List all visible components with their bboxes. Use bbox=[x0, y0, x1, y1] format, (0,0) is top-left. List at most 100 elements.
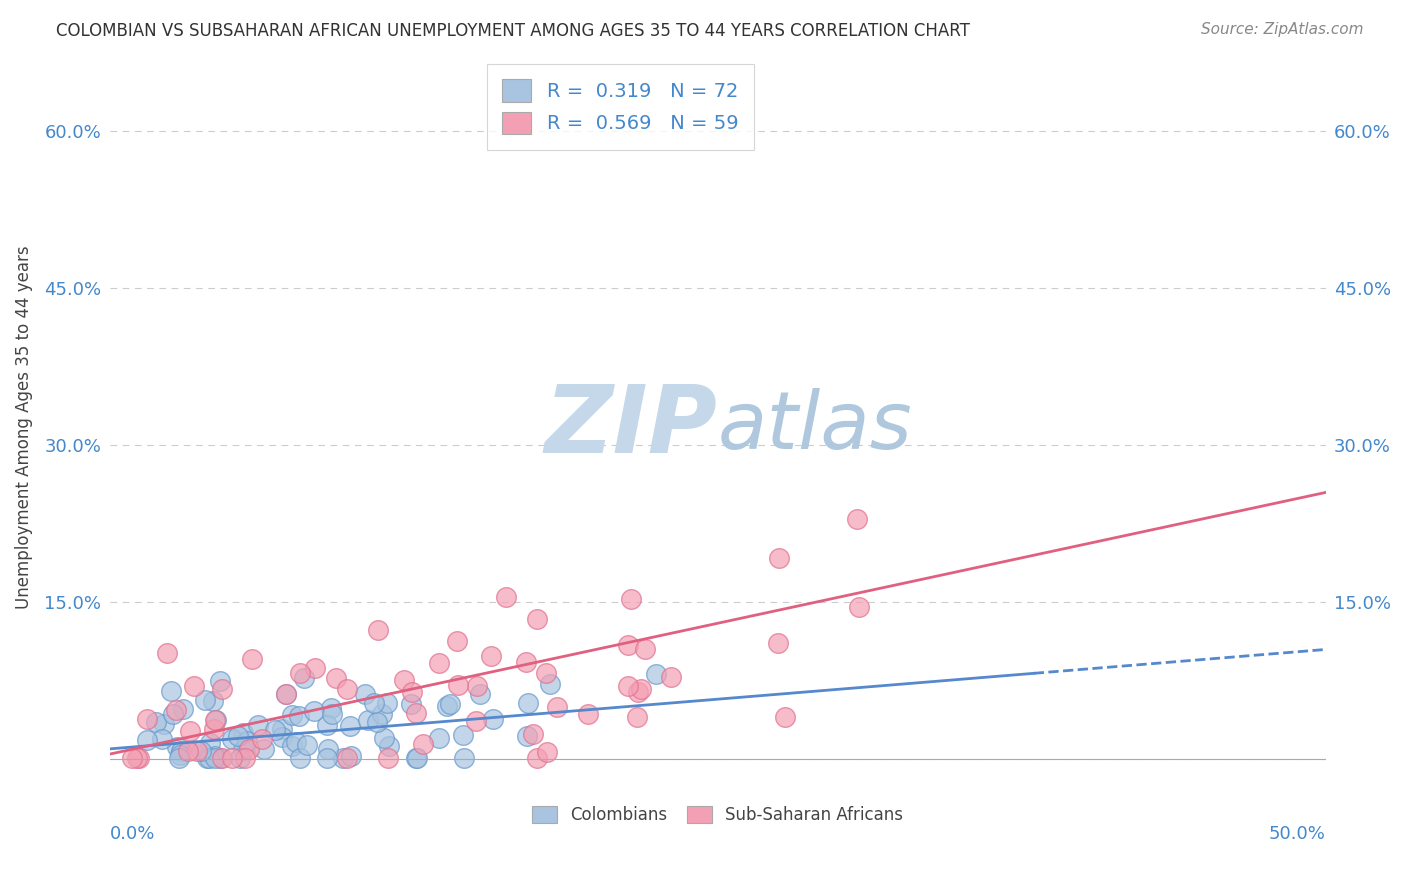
Point bbox=[302, 704, 325, 718]
Point bbox=[536, 745, 558, 759]
Point bbox=[522, 727, 544, 741]
Point bbox=[233, 751, 256, 765]
Point bbox=[366, 714, 388, 729]
Point bbox=[304, 660, 326, 674]
Point bbox=[264, 723, 287, 738]
Point bbox=[526, 751, 548, 765]
Point bbox=[229, 751, 252, 765]
Point bbox=[128, 751, 150, 765]
Point bbox=[775, 710, 797, 724]
Point bbox=[236, 734, 259, 748]
Point bbox=[204, 713, 226, 727]
Point bbox=[315, 751, 337, 765]
Point bbox=[370, 706, 392, 721]
Point bbox=[766, 636, 789, 650]
Point bbox=[247, 717, 270, 731]
Text: COLOMBIAN VS SUBSAHARAN AFRICAN UNEMPLOYMENT AMONG AGES 35 TO 44 YEARS CORRELATI: COLOMBIAN VS SUBSAHARAN AFRICAN UNEMPLOY… bbox=[56, 22, 970, 40]
Point bbox=[405, 751, 427, 765]
Point bbox=[357, 713, 380, 727]
Point bbox=[281, 707, 304, 722]
Point bbox=[183, 679, 205, 693]
Text: ZIP: ZIP bbox=[544, 381, 717, 473]
Point bbox=[208, 751, 231, 765]
Point bbox=[276, 687, 298, 701]
Point bbox=[204, 749, 226, 764]
Point bbox=[121, 751, 143, 765]
Point bbox=[208, 674, 231, 689]
Point bbox=[325, 671, 347, 685]
Point bbox=[412, 737, 434, 751]
Point bbox=[204, 722, 226, 736]
Point bbox=[479, 649, 502, 664]
Point bbox=[634, 642, 657, 657]
Point bbox=[538, 677, 561, 691]
Point bbox=[375, 697, 398, 711]
Point bbox=[221, 731, 243, 746]
Point bbox=[321, 706, 343, 721]
Point bbox=[135, 712, 157, 726]
Point bbox=[447, 677, 470, 691]
Point bbox=[287, 708, 309, 723]
Point bbox=[295, 738, 318, 752]
Point bbox=[465, 679, 488, 693]
Point bbox=[336, 751, 359, 765]
Point bbox=[221, 751, 243, 765]
Point bbox=[285, 735, 308, 749]
Point bbox=[401, 698, 423, 712]
Text: 50.0%: 50.0% bbox=[1268, 825, 1326, 843]
Point bbox=[373, 731, 395, 746]
Point bbox=[340, 748, 363, 763]
Point bbox=[453, 751, 475, 765]
Point bbox=[204, 714, 226, 728]
Point bbox=[169, 751, 191, 765]
Point bbox=[377, 739, 399, 753]
Point bbox=[127, 751, 149, 765]
Point bbox=[453, 728, 475, 742]
Point bbox=[179, 723, 201, 738]
Point bbox=[156, 646, 179, 660]
Point bbox=[177, 744, 200, 758]
Point bbox=[436, 699, 458, 714]
Point bbox=[152, 731, 174, 746]
Point bbox=[616, 679, 638, 693]
Point bbox=[427, 731, 450, 746]
Point bbox=[276, 687, 298, 701]
Point bbox=[186, 744, 208, 758]
Point bbox=[339, 719, 361, 733]
Point bbox=[482, 712, 505, 726]
Point bbox=[232, 743, 254, 757]
Point bbox=[194, 693, 217, 707]
Point bbox=[332, 751, 354, 765]
Point bbox=[169, 747, 191, 762]
Point bbox=[546, 700, 568, 714]
Point bbox=[367, 624, 389, 638]
Point bbox=[617, 639, 640, 653]
Legend: Colombians, Sub-Saharan Africans: Colombians, Sub-Saharan Africans bbox=[524, 799, 910, 831]
Point bbox=[211, 751, 233, 765]
Point bbox=[768, 551, 790, 566]
Point bbox=[630, 681, 652, 696]
Point bbox=[848, 599, 870, 614]
Point bbox=[165, 703, 187, 717]
Point bbox=[392, 673, 415, 687]
Point bbox=[439, 698, 461, 712]
Point bbox=[336, 681, 359, 696]
Point bbox=[288, 666, 311, 681]
Point bbox=[162, 706, 184, 721]
Point bbox=[446, 634, 468, 648]
Point bbox=[153, 717, 176, 731]
Point bbox=[270, 722, 292, 736]
Point bbox=[644, 667, 666, 681]
Point bbox=[516, 730, 538, 744]
Point bbox=[253, 741, 276, 756]
Point bbox=[526, 612, 548, 626]
Point bbox=[281, 739, 304, 754]
Text: Source: ZipAtlas.com: Source: ZipAtlas.com bbox=[1201, 22, 1364, 37]
Point bbox=[292, 671, 315, 685]
Point bbox=[172, 702, 194, 716]
Point bbox=[288, 751, 311, 765]
Point bbox=[464, 714, 486, 728]
Point bbox=[620, 591, 643, 606]
Point bbox=[240, 652, 263, 666]
Text: 0.0%: 0.0% bbox=[110, 825, 155, 843]
